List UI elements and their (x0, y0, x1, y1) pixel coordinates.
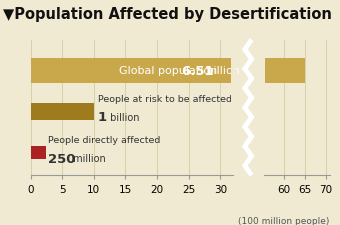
Text: ▼Population Affected by Desertification: ▼Population Affected by Desertification (3, 7, 332, 22)
Text: billion: billion (203, 66, 239, 76)
Text: 6.51: 6.51 (181, 65, 214, 78)
Text: million: million (70, 153, 105, 163)
Bar (264, 58, 305, 84)
Bar (31, 58, 233, 84)
Text: People at risk to be affected: People at risk to be affected (98, 94, 232, 103)
Bar (31, 104, 94, 120)
Text: (100 million people): (100 million people) (238, 216, 330, 225)
Text: billion: billion (107, 112, 140, 122)
Text: 1: 1 (98, 110, 107, 124)
Text: Global population: Global population (119, 66, 221, 76)
Text: 250: 250 (48, 152, 76, 165)
Text: People directly affected: People directly affected (48, 135, 161, 144)
Bar (31, 146, 46, 160)
